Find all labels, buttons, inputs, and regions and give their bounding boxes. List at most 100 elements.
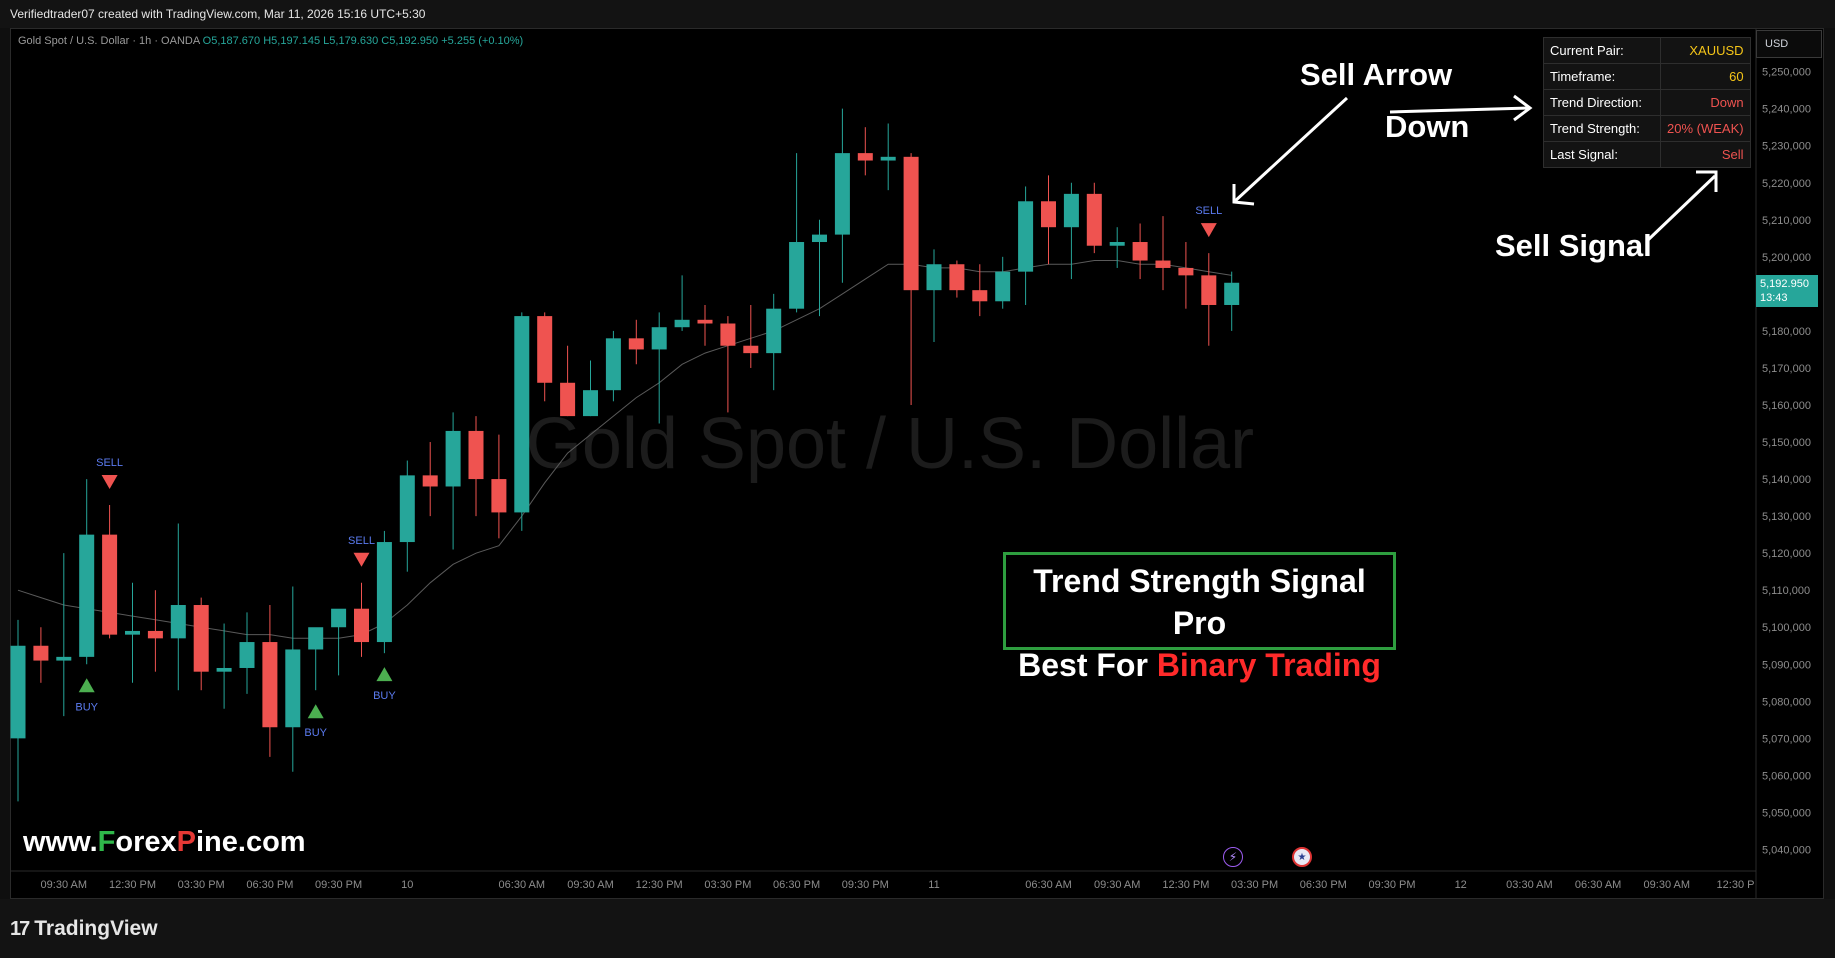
price-tick-label: 5,130,000 xyxy=(1762,511,1811,523)
time-tick-label: 09:30 AM xyxy=(567,879,613,891)
time-tick-label: 03:30 PM xyxy=(178,879,225,891)
time-tick-label: 03:30 PM xyxy=(704,879,751,891)
candle-body xyxy=(766,308,782,354)
promo-subtitle-highlight: Binary Trading xyxy=(1156,647,1381,683)
candle-body xyxy=(376,542,392,643)
price-tick-label: 5,110,000 xyxy=(1762,585,1810,597)
sell-signal-label: SELL xyxy=(96,457,123,469)
price-tick-label: 5,120,000 xyxy=(1762,548,1811,560)
site-part-2: F xyxy=(97,826,116,858)
site-part-1: www. xyxy=(23,826,98,858)
chart-header: Verifiedtrader07 created with TradingVie… xyxy=(0,0,1835,28)
indicator-info-table: Current Pair: XAUUSD Timeframe: 60 Trend Dir… xyxy=(1543,37,1751,168)
candle xyxy=(239,612,255,694)
buy-signal-label: BUY xyxy=(304,727,327,739)
candle-body xyxy=(422,475,438,487)
candle-body xyxy=(903,156,919,291)
candle xyxy=(766,293,782,391)
sell-arrow-pointer-line xyxy=(1232,96,1349,204)
info-value: Sell xyxy=(1660,141,1751,168)
tradingview-logo-icon: 17 xyxy=(10,917,30,940)
symbol-watermark: Gold Spot / U.S. Dollar xyxy=(525,404,1255,484)
candle xyxy=(445,412,461,550)
price-tick-label: 5,040,000 xyxy=(1762,844,1811,856)
candle xyxy=(628,319,644,365)
sell-arrow-annotation: Sell Arrow xyxy=(1300,57,1453,92)
candle xyxy=(1086,182,1102,254)
candle-body xyxy=(262,642,278,728)
candle xyxy=(125,582,140,683)
sell-signal-marker xyxy=(101,475,118,490)
candle-body xyxy=(720,323,736,346)
site-part-4: P xyxy=(176,826,196,858)
candle-body xyxy=(79,534,95,657)
time-tick-label: 06:30 PM xyxy=(1300,879,1347,891)
candle-body xyxy=(1018,201,1034,272)
time-tick-label: 03:30 AM xyxy=(1506,879,1552,891)
buy-signal-marker xyxy=(307,704,324,719)
candle xyxy=(605,330,621,402)
candle xyxy=(331,608,347,676)
info-row: Timeframe: 60 xyxy=(1543,63,1751,90)
candle-body xyxy=(331,608,347,628)
candle-body xyxy=(354,608,369,643)
tradingview-logo[interactable]: 17 TradingView xyxy=(10,917,158,941)
candle-body xyxy=(308,627,324,650)
candle xyxy=(995,256,1011,309)
info-key: Current Pair: xyxy=(1543,37,1661,64)
candle-body xyxy=(789,242,805,309)
candle xyxy=(10,619,26,802)
candle-body xyxy=(857,153,873,161)
info-value: 60 xyxy=(1660,63,1751,90)
candle-body xyxy=(949,264,965,291)
time-tick-label: 06:30 AM xyxy=(1575,879,1621,891)
price-tick-label: 5,210,000 xyxy=(1762,215,1811,227)
lightning-event-icon[interactable]: ⚡ xyxy=(1223,847,1243,867)
buy-signal-label: BUY xyxy=(373,690,396,702)
sell-signal-label: SELL xyxy=(348,535,375,547)
candle-body xyxy=(880,156,896,161)
candle xyxy=(1063,182,1079,280)
candle-body xyxy=(1063,193,1079,228)
time-tick-label: 09:30 PM xyxy=(842,879,889,891)
signals-layer: BUY SELL BUY SELL BUY SELL xyxy=(75,205,1222,739)
time-tick-label: 09:30 AM xyxy=(1644,879,1690,891)
legend-close: C5,192.950 xyxy=(381,35,439,47)
candle xyxy=(170,523,186,691)
price-tick-label: 5,180,000 xyxy=(1762,326,1811,338)
buy-signal-marker xyxy=(78,678,95,693)
us-flag-event-icon[interactable]: ★ xyxy=(1292,847,1312,867)
ohlc-legend: Gold Spot / U.S. Dollar · 1h · OANDA O5,… xyxy=(18,35,523,47)
buy-signal-label: BUY xyxy=(75,701,98,713)
candle-body xyxy=(605,338,621,391)
candle-body xyxy=(1178,267,1194,276)
time-tick-label: 11 xyxy=(928,879,939,891)
candle xyxy=(1201,253,1217,346)
chart-title: Verifiedtrader07 created with TradingVie… xyxy=(10,7,426,21)
down-pointer-head xyxy=(1513,94,1533,122)
candle xyxy=(674,275,690,331)
time-tick-label: 09:30 AM xyxy=(41,879,87,891)
candle-body xyxy=(193,605,209,672)
annotation-arrows xyxy=(1232,94,1718,242)
sell-signal-pointer-line xyxy=(1646,174,1717,242)
price-tick-label: 5,230,000 xyxy=(1762,141,1811,153)
price-axis[interactable]: 5,250,000 5,240,000 5,230,000 5,220,000 5,21… xyxy=(1755,28,1811,898)
info-row: Trend Strength: 20% (WEAK) xyxy=(1543,115,1751,142)
legend-change: +5.255 (+0.10%) xyxy=(441,35,524,47)
down-pointer-line xyxy=(1389,106,1529,114)
info-value: 20% (WEAK) xyxy=(1660,115,1751,142)
price-tick-label: 5,240,000 xyxy=(1762,104,1811,116)
price-tick-label: 5,150,000 xyxy=(1762,437,1811,449)
candle xyxy=(537,312,553,402)
price-tick-label: 5,220,000 xyxy=(1762,178,1811,190)
currency-selector[interactable]: USD xyxy=(1756,30,1822,58)
time-axis[interactable]: 09:30 AM 12:30 PM 03:30 PM 06:30 PM 09:30 PM… xyxy=(10,870,1756,891)
price-tick-label: 5,250,000 xyxy=(1762,67,1811,79)
candle xyxy=(857,127,873,176)
candle-body xyxy=(674,319,690,328)
candle-body xyxy=(239,642,255,668)
candle-body xyxy=(834,153,850,235)
candle-body xyxy=(285,649,301,728)
